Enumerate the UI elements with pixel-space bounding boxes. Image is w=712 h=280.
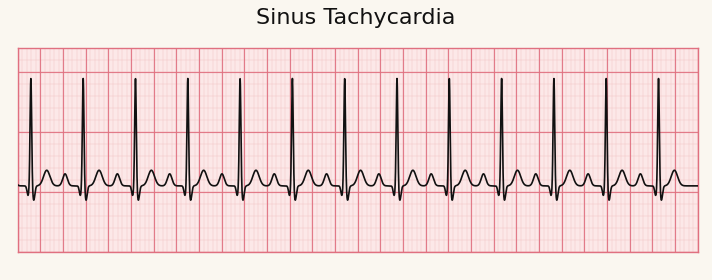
Text: Sinus Tachycardia: Sinus Tachycardia (256, 8, 456, 28)
